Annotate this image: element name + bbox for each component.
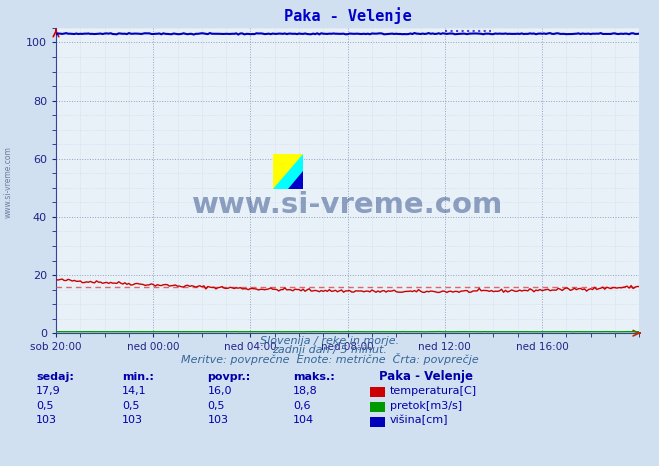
Text: Paka - Velenje: Paka - Velenje [379,370,473,383]
Text: 0,5: 0,5 [122,401,140,411]
Text: zadnji dan / 5 minut.: zadnji dan / 5 minut. [272,345,387,355]
Text: 103: 103 [122,415,143,425]
Text: 14,1: 14,1 [122,386,146,396]
Text: temperatura[C]: temperatura[C] [390,386,477,396]
Text: povpr.:: povpr.: [208,372,251,382]
Text: višina[cm]: višina[cm] [390,415,449,425]
Text: min.:: min.: [122,372,154,382]
Text: 0,5: 0,5 [36,401,54,411]
Text: 103: 103 [208,415,229,425]
Text: 18,8: 18,8 [293,386,318,396]
Polygon shape [273,154,303,189]
Text: 17,9: 17,9 [36,386,61,396]
Text: www.si-vreme.com: www.si-vreme.com [3,146,13,218]
Text: pretok[m3/s]: pretok[m3/s] [390,401,462,411]
Polygon shape [289,171,303,189]
Polygon shape [273,154,303,189]
Text: 0,6: 0,6 [293,401,311,411]
Text: 104: 104 [293,415,314,425]
Text: sedaj:: sedaj: [36,372,74,382]
Text: maks.:: maks.: [293,372,335,382]
Text: 16,0: 16,0 [208,386,232,396]
Title: Paka - Velenje: Paka - Velenje [284,7,411,24]
Text: www.si-vreme.com: www.si-vreme.com [192,191,503,219]
Text: 103: 103 [36,415,57,425]
Text: Slovenija / reke in morje.: Slovenija / reke in morje. [260,336,399,346]
Text: 0,5: 0,5 [208,401,225,411]
Text: Meritve: povprečne  Enote: metrične  Črta: povprečje: Meritve: povprečne Enote: metrične Črta:… [181,353,478,364]
